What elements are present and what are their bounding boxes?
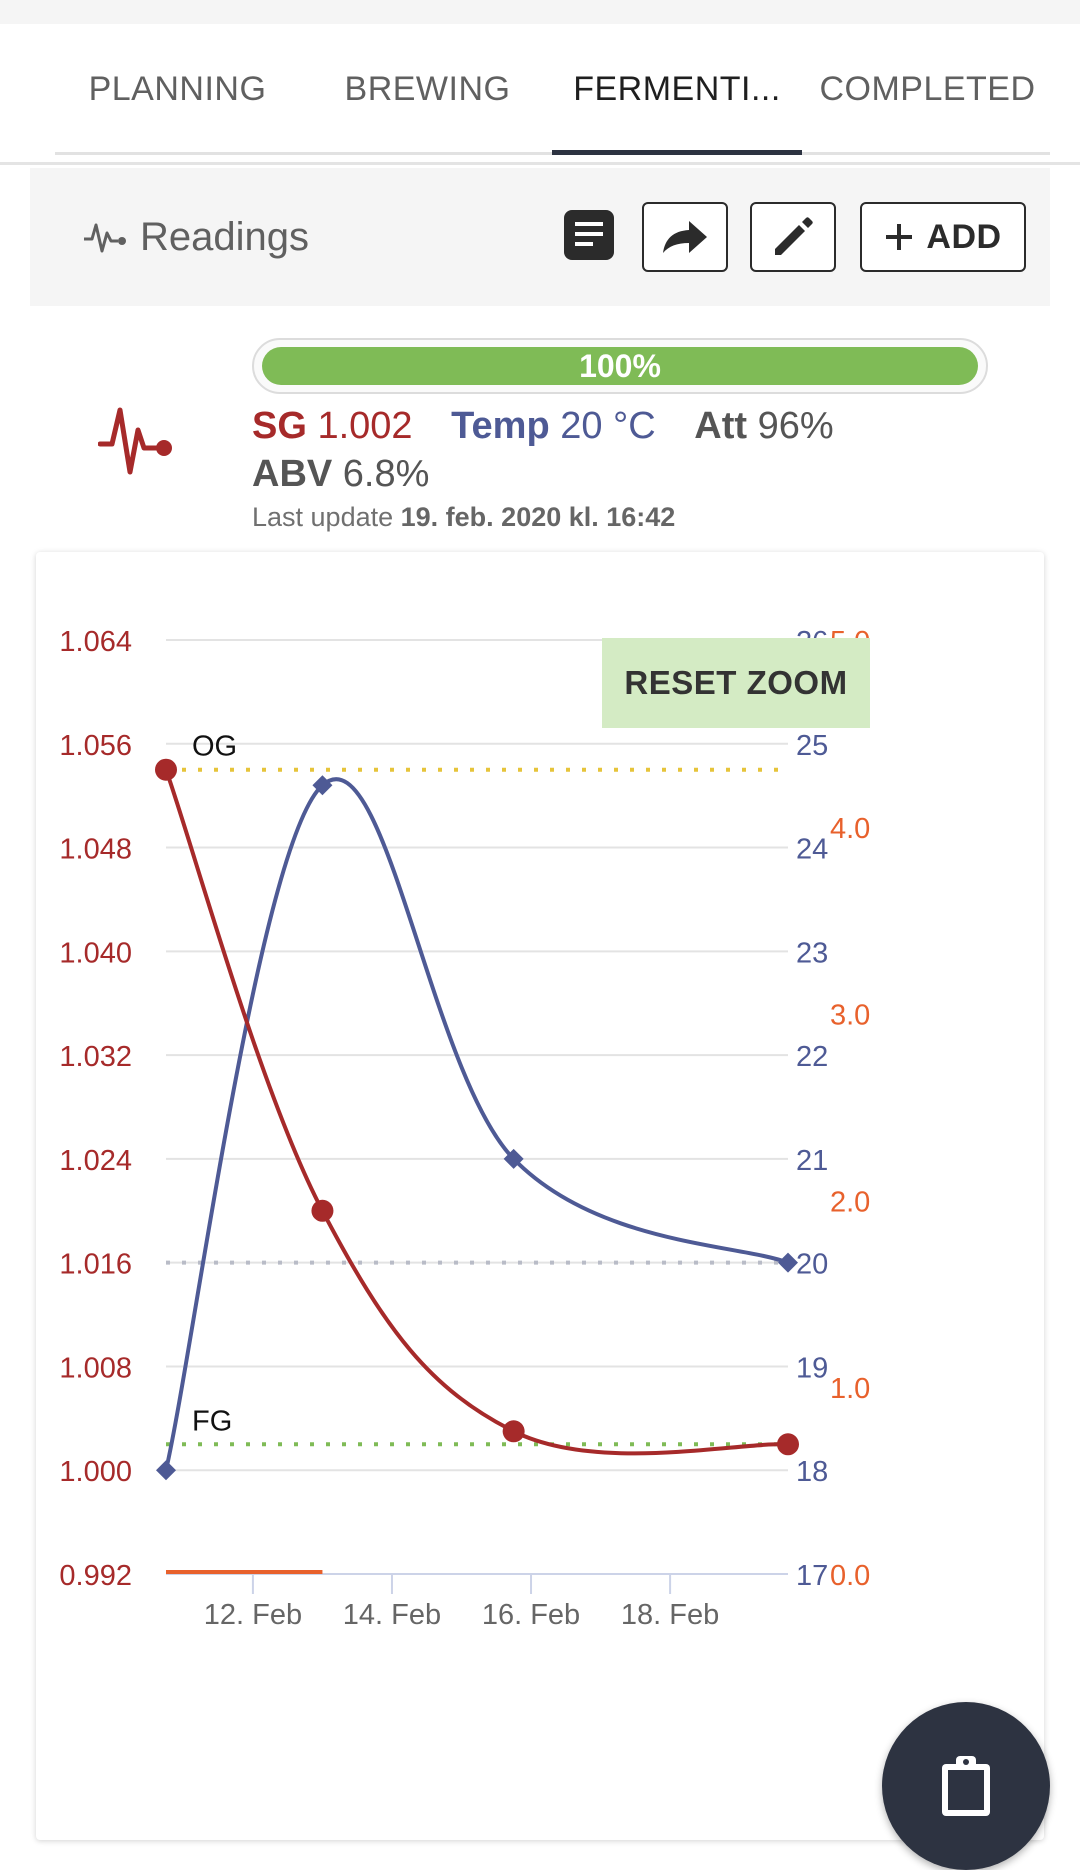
notes-icon bbox=[564, 210, 614, 260]
y-left-tick-label: 0.992 bbox=[59, 1560, 132, 1592]
tab-brewing[interactable]: BREWING bbox=[344, 69, 511, 108]
last-update-value: 19. feb. 2020 kl. 16:42 bbox=[400, 502, 676, 532]
y-left-tick-label: 1.064 bbox=[59, 626, 132, 658]
y-abv-tick-label: 0.0 bbox=[830, 1560, 870, 1592]
y-right-tick-label: 19 bbox=[796, 1352, 828, 1384]
progress-label: 100% bbox=[579, 347, 661, 384]
sg-point bbox=[777, 1433, 799, 1456]
x-tick-label: 12. Feb bbox=[204, 1599, 302, 1631]
metrics-row-1: SG 1.002 Temp 20 °C Att 96% bbox=[252, 402, 834, 450]
y-abv-tick-label: 3.0 bbox=[830, 1000, 870, 1032]
edit-button[interactable] bbox=[750, 202, 836, 272]
y-abv-tick-label: 4.0 bbox=[830, 813, 870, 845]
att-value: 96% bbox=[757, 405, 834, 447]
attenuation-progress-bar: 100% bbox=[252, 338, 988, 394]
sg-metric: SG 1.002 bbox=[252, 405, 413, 447]
y-left-tick-label: 1.056 bbox=[59, 730, 132, 762]
pulse-icon bbox=[98, 407, 172, 475]
reference-line-label: FG bbox=[192, 1405, 232, 1437]
metrics: SG 1.002 Temp 20 °C Att 96% ABV 6.8% bbox=[252, 402, 834, 498]
y-right-tick-label: 20 bbox=[796, 1249, 828, 1281]
temp-value: 20 °C bbox=[560, 405, 656, 447]
sg-point bbox=[155, 758, 177, 781]
edit-icon bbox=[775, 217, 813, 255]
sg-value: 1.002 bbox=[317, 405, 413, 447]
temp-metric: Temp 20 °C bbox=[451, 405, 656, 447]
x-tick-label: 16. Feb bbox=[482, 1599, 580, 1631]
status-bar-strip bbox=[0, 0, 1080, 24]
pulse-icon bbox=[84, 223, 126, 253]
y-left-tick-label: 1.008 bbox=[59, 1352, 132, 1384]
progress-fill bbox=[262, 347, 978, 385]
temp-point bbox=[312, 775, 333, 796]
y-abv-tick-label: 1.0 bbox=[830, 1373, 870, 1405]
tab-completed[interactable]: COMPLETED bbox=[819, 69, 1036, 108]
sg-point bbox=[502, 1420, 525, 1443]
sg-series-line bbox=[164, 769, 789, 1456]
temp-point bbox=[503, 1148, 524, 1169]
abv-metric: ABV 6.8% bbox=[252, 453, 429, 495]
tab-bar: PLANNING BREWING FERMENTI... COMPLETED bbox=[0, 24, 1080, 165]
readings-label: Readings bbox=[140, 214, 310, 259]
readings-chart-card: 1.064 1.056 1.048 1.040 1.032 1.024 1.016 1.008… bbox=[36, 552, 1044, 1840]
plus-icon bbox=[886, 224, 913, 250]
x-tick-label: 18. Feb bbox=[621, 1599, 719, 1631]
y-left-tick-label: 1.032 bbox=[59, 1041, 132, 1073]
temp-point bbox=[156, 1460, 176, 1481]
x-tick-label: 14. Feb bbox=[343, 1599, 441, 1631]
tab-planning[interactable]: PLANNING bbox=[88, 69, 267, 108]
metrics-row-2: ABV 6.8% bbox=[252, 450, 834, 498]
tab-fermenting[interactable]: FERMENTI... bbox=[573, 69, 781, 108]
abv-label: ABV bbox=[252, 453, 333, 495]
readings-toolbar: Readings ADD bbox=[30, 168, 1050, 306]
sg-point bbox=[311, 1199, 334, 1222]
y-left-tick-label: 1.048 bbox=[59, 834, 132, 866]
status-panel: 100% SG 1.002 Temp 20 °C Att 96% ABV 6.8… bbox=[0, 330, 1080, 540]
y-right-tick-label: 25 bbox=[796, 730, 828, 762]
reset-zoom-button[interactable]: RESET ZOOM bbox=[602, 638, 870, 728]
y-right-tick-label: 23 bbox=[796, 937, 828, 969]
reference-line-label: OG bbox=[192, 731, 237, 763]
readings-chart[interactable]: 1.0641.0561.0481.0401.0321.0241.0161.008… bbox=[36, 552, 1044, 1840]
y-right-tick-label: 18 bbox=[796, 1456, 828, 1488]
y-right-tick-label: 21 bbox=[796, 1145, 828, 1177]
readings-title: Readings bbox=[82, 168, 309, 306]
abv-value: 6.8% bbox=[342, 453, 430, 495]
clipboard-fab[interactable] bbox=[882, 1702, 1050, 1870]
temp-series-line bbox=[164, 777, 789, 1471]
share-icon bbox=[663, 221, 707, 253]
last-update-label: Last update bbox=[252, 502, 394, 532]
active-tab-indicator bbox=[552, 150, 802, 155]
y-right-tick-label: 24 bbox=[796, 834, 828, 866]
att-label: Att bbox=[694, 405, 748, 447]
y-left-tick-label: 1.024 bbox=[59, 1145, 132, 1177]
last-update: Last update 19. feb. 2020 kl. 16:42 bbox=[252, 502, 675, 533]
y-abv-tick-label: 2.0 bbox=[830, 1186, 870, 1218]
y-left-tick-label: 1.000 bbox=[59, 1456, 132, 1488]
att-metric: Att 96% bbox=[694, 405, 833, 447]
y-right-tick-label: 22 bbox=[796, 1041, 828, 1073]
y-right-tick-label: 17 bbox=[796, 1560, 828, 1592]
notes-button[interactable] bbox=[562, 208, 616, 262]
sg-label: SG bbox=[252, 405, 307, 447]
temp-point bbox=[778, 1252, 798, 1273]
y-left-tick-label: 1.016 bbox=[59, 1249, 132, 1281]
share-button[interactable] bbox=[642, 202, 728, 272]
temp-label: Temp bbox=[451, 405, 550, 447]
add-reading-button[interactable]: ADD bbox=[860, 202, 1026, 272]
add-label: ADD bbox=[926, 217, 1002, 256]
clipboard-icon bbox=[942, 1756, 990, 1816]
y-left-tick-label: 1.040 bbox=[59, 937, 132, 969]
